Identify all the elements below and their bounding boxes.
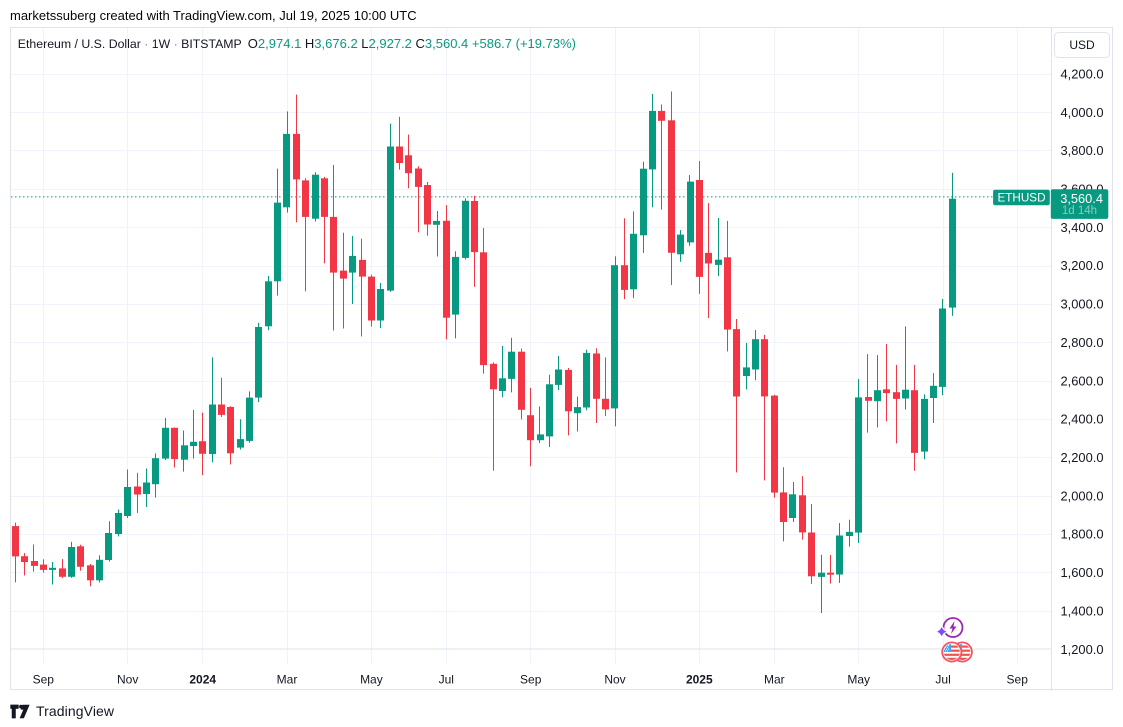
svg-text:1,600.0: 1,600.0 <box>1060 565 1103 580</box>
svg-text:May: May <box>360 673 383 687</box>
svg-text:2,200.0: 2,200.0 <box>1060 450 1103 465</box>
svg-text:Mar: Mar <box>764 673 785 687</box>
svg-text:2024: 2024 <box>189 673 216 687</box>
svg-text:Sep: Sep <box>1007 673 1029 687</box>
svg-text:Sep: Sep <box>33 673 55 687</box>
svg-text:3,800.0: 3,800.0 <box>1060 143 1103 158</box>
svg-text:1,400.0: 1,400.0 <box>1060 604 1103 619</box>
svg-text:Nov: Nov <box>117 673 138 687</box>
svg-text:2,800.0: 2,800.0 <box>1060 335 1103 350</box>
svg-text:Mar: Mar <box>277 673 298 687</box>
svg-text:May: May <box>847 673 870 687</box>
svg-text:4,200.0: 4,200.0 <box>1060 66 1103 81</box>
svg-text:2,000.0: 2,000.0 <box>1060 488 1103 503</box>
svg-text:ETHUSD: ETHUSD <box>997 191 1045 204</box>
svg-text:2025: 2025 <box>686 673 713 687</box>
svg-text:Jul: Jul <box>439 673 454 687</box>
svg-text:O2,974.1 H3,676.2 L2,927.2 C3,: O2,974.1 H3,676.2 L2,927.2 C3,560.4 +586… <box>248 36 576 51</box>
svg-text:2,600.0: 2,600.0 <box>1060 373 1103 388</box>
svg-text:1,200.0: 1,200.0 <box>1060 642 1103 657</box>
svg-text:2,400.0: 2,400.0 <box>1060 412 1103 427</box>
svg-text:Nov: Nov <box>604 673 625 687</box>
svg-text:3,400.0: 3,400.0 <box>1060 220 1103 235</box>
svg-text:3,200.0: 3,200.0 <box>1060 258 1103 273</box>
svg-text:USD: USD <box>1069 38 1095 52</box>
svg-text:3,560.4: 3,560.4 <box>1060 191 1103 206</box>
svg-text:1,800.0: 1,800.0 <box>1060 527 1103 542</box>
svg-text:Jul: Jul <box>935 673 950 687</box>
svg-text:3,000.0: 3,000.0 <box>1060 297 1103 312</box>
svg-text:4,000.0: 4,000.0 <box>1060 105 1103 120</box>
svg-text:Ethereum / U.S. Dollar · 1W ·: Ethereum / U.S. Dollar · 1W · BITSTAMP <box>18 37 242 51</box>
svg-text:1d 14h: 1d 14h <box>1062 205 1097 217</box>
svg-text:Sep: Sep <box>520 673 542 687</box>
